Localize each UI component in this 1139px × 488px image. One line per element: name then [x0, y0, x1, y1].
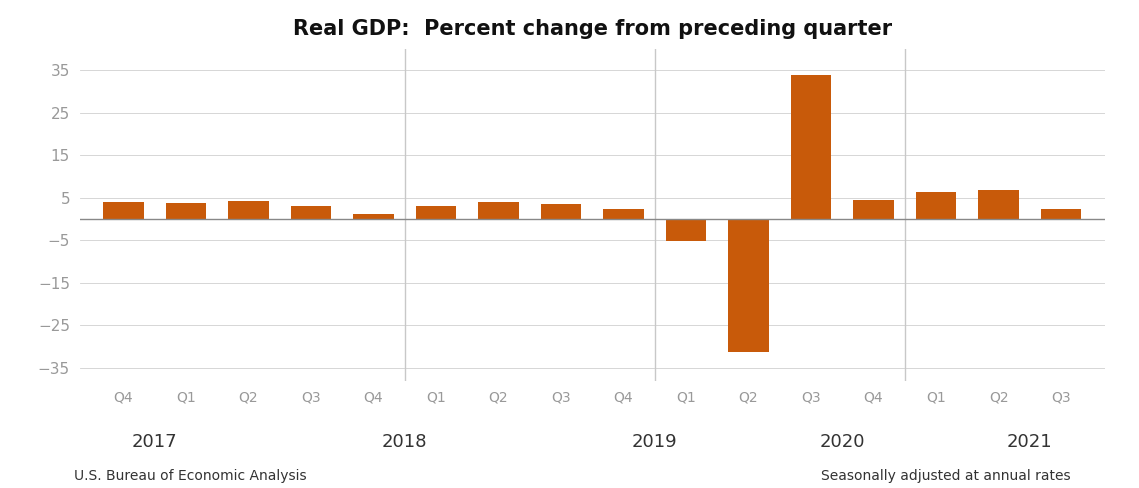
Bar — [728, 219, 769, 352]
Bar — [790, 75, 831, 219]
Text: 2019: 2019 — [632, 433, 678, 451]
Bar — [290, 206, 331, 219]
Bar — [228, 201, 269, 219]
Bar — [353, 214, 394, 219]
Text: U.S. Bureau of Economic Analysis: U.S. Bureau of Economic Analysis — [74, 469, 306, 483]
Text: 2021: 2021 — [1007, 433, 1052, 451]
Text: 2018: 2018 — [382, 433, 427, 451]
Bar — [165, 203, 206, 219]
Bar — [104, 202, 144, 219]
Text: Seasonally adjusted at annual rates: Seasonally adjusted at annual rates — [821, 469, 1071, 483]
Bar — [665, 219, 706, 241]
Bar — [478, 202, 519, 219]
Bar — [604, 209, 644, 219]
Bar — [1041, 209, 1081, 219]
Text: 2020: 2020 — [820, 433, 865, 451]
Bar — [541, 204, 581, 219]
Title: Real GDP:  Percent change from preceding quarter: Real GDP: Percent change from preceding … — [293, 19, 892, 39]
Bar — [916, 192, 957, 219]
Bar — [853, 200, 894, 219]
Text: 2017: 2017 — [132, 433, 178, 451]
Bar — [416, 206, 457, 219]
Bar — [978, 190, 1019, 219]
